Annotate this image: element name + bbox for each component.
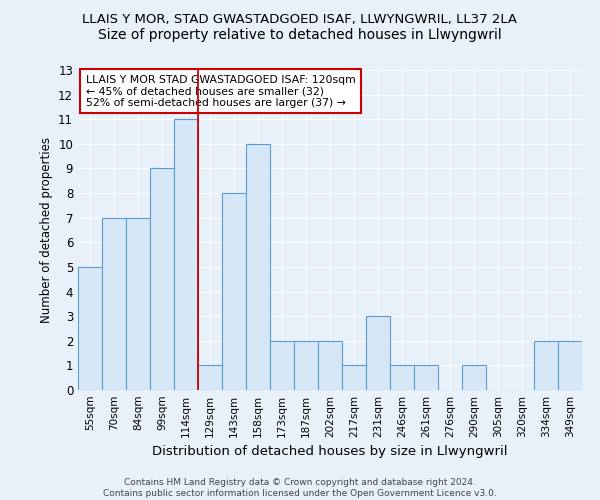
Bar [294,341,318,390]
Bar [174,119,198,390]
Text: Size of property relative to detached houses in Llwyngwril: Size of property relative to detached ho… [98,28,502,42]
Bar [150,168,174,390]
Bar [222,193,246,390]
Bar [558,341,582,390]
Text: Contains HM Land Registry data © Crown copyright and database right 2024.
Contai: Contains HM Land Registry data © Crown c… [103,478,497,498]
Bar [198,366,222,390]
Bar [318,341,342,390]
Bar [342,366,366,390]
Bar [414,366,438,390]
Bar [390,366,414,390]
Bar [126,218,150,390]
Bar [534,341,558,390]
Text: LLAIS Y MOR, STAD GWASTADGOED ISAF, LLWYNGWRIL, LL37 2LA: LLAIS Y MOR, STAD GWASTADGOED ISAF, LLWY… [83,12,517,26]
Bar [366,316,390,390]
Bar [102,218,126,390]
Bar [462,366,486,390]
X-axis label: Distribution of detached houses by size in Llwyngwril: Distribution of detached houses by size … [152,446,508,458]
Bar [246,144,270,390]
Bar [78,267,102,390]
Bar [270,341,294,390]
Text: LLAIS Y MOR STAD GWASTADGOED ISAF: 120sqm
← 45% of detached houses are smaller (: LLAIS Y MOR STAD GWASTADGOED ISAF: 120sq… [86,75,355,108]
Y-axis label: Number of detached properties: Number of detached properties [40,137,53,323]
